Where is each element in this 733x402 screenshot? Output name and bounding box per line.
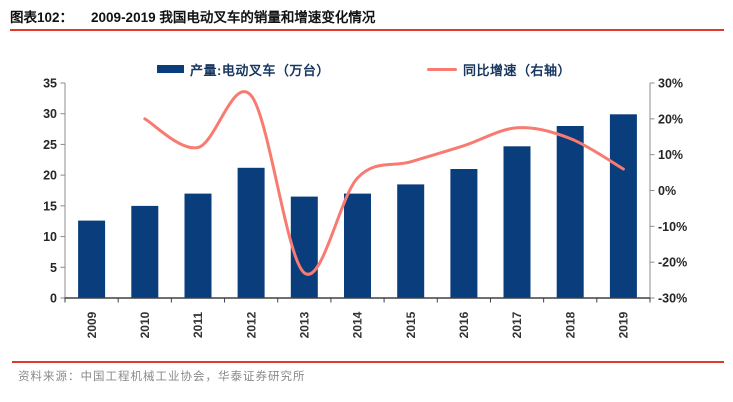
svg-text:0: 0	[50, 292, 57, 306]
left-axis: 0 5 10 15 20 25 30 35	[43, 77, 66, 306]
x-label-2016: 2016	[457, 311, 471, 338]
x-axis: 2009 2010 2011 2012 2013 2014 2015 2016 2017 2018…	[64, 297, 651, 338]
source-text: 资料来源：中国工程机械工业协会，华泰证券研究所	[18, 371, 306, 383]
bar-2019	[609, 114, 637, 298]
line-series	[143, 90, 625, 276]
legend-item-growth: 同比增速（右轴）	[427, 61, 572, 78]
svg-text:-30%: -30%	[658, 292, 687, 306]
bar-swatch-icon	[157, 65, 184, 73]
svg-text:35: 35	[43, 77, 57, 91]
title-rule	[10, 29, 724, 31]
svg-text:30: 30	[43, 107, 57, 121]
x-label-2014: 2014	[351, 311, 365, 338]
svg-text:20%: 20%	[658, 112, 683, 126]
x-label-2012: 2012	[244, 311, 258, 338]
bar-2016	[450, 169, 478, 298]
figure-label: 图表102：	[10, 10, 74, 25]
bar-series	[78, 114, 637, 298]
bar-2013	[290, 196, 318, 298]
bar-2014	[344, 193, 371, 298]
right-axis: -30% -20% -10% 0% 10% 20% 30%	[649, 77, 687, 306]
svg-text:10: 10	[43, 230, 57, 244]
x-label-2019: 2019	[617, 311, 631, 338]
bar-2009	[78, 220, 106, 298]
svg-text:0%: 0%	[658, 184, 676, 198]
svg-text:-20%: -20%	[658, 256, 687, 270]
x-label-2009: 2009	[85, 311, 99, 338]
svg-text:10%: 10%	[658, 148, 683, 162]
x-label-2011: 2011	[191, 312, 205, 338]
legend-label-growth: 同比增速（右轴）	[463, 62, 572, 78]
svg-text:-10%: -10%	[658, 220, 687, 234]
bar-2015	[397, 184, 425, 298]
x-label-2013: 2013	[298, 311, 312, 338]
x-label-2018: 2018	[563, 311, 577, 338]
bar-2017	[503, 146, 531, 298]
chart-header: 图表102： 2009-2019 我国电动叉车的销量和增速变化情况	[10, 6, 375, 26]
svg-text:30%: 30%	[658, 77, 683, 91]
footer-rule	[12, 361, 724, 363]
svg-text:15: 15	[43, 199, 57, 213]
legend-label-production: 产量:电动叉车（万台）	[190, 62, 330, 78]
x-label-2015: 2015	[404, 311, 418, 338]
bar-2018	[556, 126, 584, 298]
svg-text:20: 20	[43, 169, 57, 183]
legend-item-production: 产量:电动叉车（万台）	[157, 61, 330, 78]
line-swatch-icon	[427, 67, 457, 71]
bar-2010	[131, 205, 159, 298]
x-label-2010: 2010	[138, 311, 152, 338]
growth-line	[143, 90, 625, 276]
svg-text:25: 25	[43, 138, 57, 152]
svg-text:5: 5	[50, 261, 57, 275]
chart-title: 2009-2019 我国电动叉车的销量和增速变化情况	[91, 10, 376, 25]
bar-2011	[184, 193, 212, 298]
bar-2012	[237, 167, 265, 298]
x-label-2017: 2017	[510, 311, 524, 338]
